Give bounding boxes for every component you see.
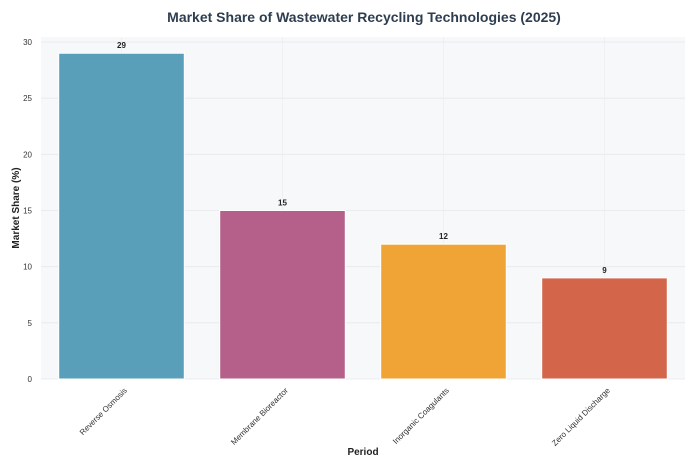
bar	[58, 52, 185, 380]
bar-value-label: 15	[278, 199, 287, 208]
y-tick-label: 5	[28, 319, 33, 328]
y-tick-label: 30	[23, 38, 32, 47]
y-tick-label: 25	[23, 94, 32, 103]
bars	[58, 52, 668, 380]
bar-value-label: 9	[602, 266, 607, 275]
data-labels: 29 15 12 9	[117, 41, 607, 275]
chart-title: Market Share of Wastewater Recycling Tec…	[167, 9, 561, 25]
bar-value-label: 12	[439, 232, 448, 241]
x-axis-label: Period	[347, 447, 378, 458]
bar	[541, 277, 668, 380]
y-axis-ticks: 0 5 10 15 20 25 30	[23, 38, 32, 384]
y-tick-label: 10	[23, 263, 32, 272]
y-tick-label: 20	[23, 150, 32, 159]
y-tick-label: 15	[23, 207, 32, 216]
bar	[219, 210, 346, 380]
bar	[380, 243, 507, 380]
bar-value-label: 29	[117, 41, 126, 50]
y-axis-label: Market Share (%)	[11, 167, 22, 248]
y-tick-label: 0	[28, 375, 33, 384]
